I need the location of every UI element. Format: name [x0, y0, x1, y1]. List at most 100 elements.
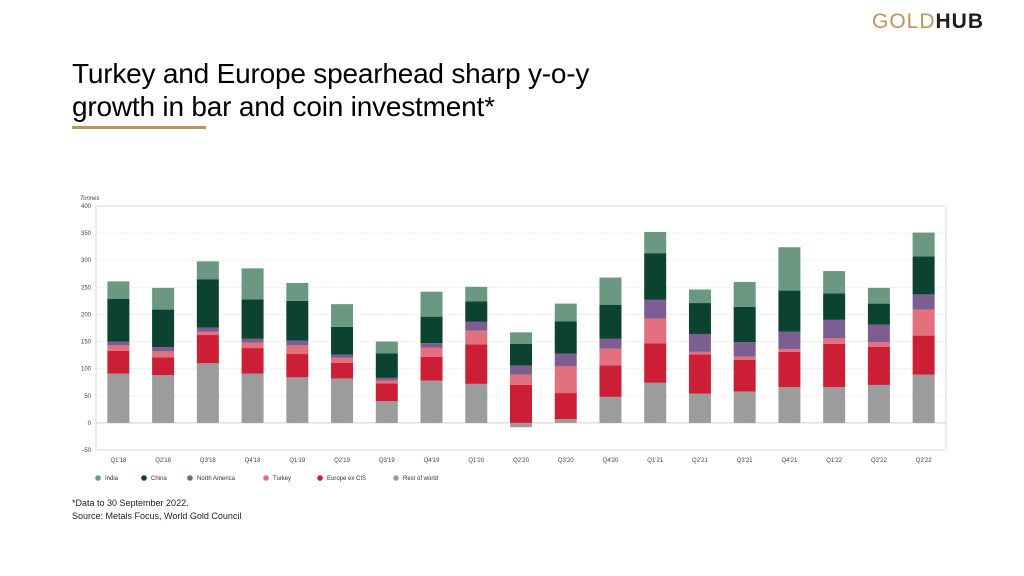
x-tick-label: Q2'20	[513, 458, 529, 464]
legend-marker	[317, 475, 323, 481]
bar-segment-china	[152, 309, 175, 347]
bar-segment-turkey	[196, 331, 219, 336]
bar-segment-rest-of-world	[823, 387, 846, 423]
bar-segment-rest-of-world	[912, 374, 935, 423]
bar-segment-india	[912, 232, 935, 257]
bar-segment-india	[823, 271, 846, 294]
bar-segment-china	[510, 343, 532, 366]
bar-segment-rest-of-world	[554, 419, 577, 423]
bar-segment-china	[286, 300, 309, 341]
bar-segment-north-america	[912, 294, 935, 310]
x-tick-label: Q4'18	[245, 458, 261, 464]
bar-segment-china	[867, 303, 890, 325]
x-tick-label: Q3'18	[200, 458, 216, 464]
x-tick-label: Q2'21	[692, 458, 708, 464]
y-tick-label: 200	[81, 312, 92, 318]
logo-gold-text: GOLD	[871, 10, 936, 33]
y-tick-label: 300	[81, 258, 92, 264]
bar-segment-europe-ex-cis	[823, 343, 846, 388]
x-tick-label: Q2'19	[334, 458, 350, 464]
logo-hub-text: HUB	[935, 10, 984, 33]
bar-segment-china	[778, 290, 801, 332]
bar-segment-north-america	[152, 346, 175, 352]
x-tick-label: Q3'19	[379, 458, 395, 464]
bar-segment-india	[644, 232, 667, 254]
bar-segment-europe-ex-cis	[554, 393, 577, 420]
bar-segment-north-america	[420, 343, 443, 348]
bar-segment-turkey	[912, 309, 935, 336]
bar-segment-china	[465, 301, 488, 322]
bar-segment-turkey	[510, 374, 532, 385]
y-tick-label: 250	[81, 285, 92, 291]
bar-segment-china	[107, 298, 130, 342]
bar-segment-rest-of-world	[733, 391, 756, 423]
bar-segment-north-america	[375, 377, 398, 381]
bar-segment-india	[241, 268, 264, 300]
bar-segment-europe-ex-cis	[196, 335, 219, 364]
bar-segment-rest-of-world	[286, 377, 309, 423]
x-tick-label: Q1'20	[468, 458, 484, 464]
bar-segment-india	[733, 281, 756, 307]
bar-segment-rest-of-world	[510, 422, 532, 428]
x-tick-label: Q4'20	[603, 458, 619, 464]
bar-segment-rest-of-world	[644, 382, 667, 423]
bar-segment-europe-ex-cis	[644, 343, 667, 383]
bar-segment-turkey	[554, 365, 577, 394]
bar-segment-europe-ex-cis	[241, 348, 264, 374]
bar-segment-north-america	[554, 353, 577, 366]
plot-frame	[95, 205, 947, 451]
legend-label: Rest of world	[403, 476, 438, 482]
bar-segment-india	[375, 341, 398, 354]
x-tick-label: Q1'22	[826, 458, 842, 464]
bar-segment-india	[688, 289, 711, 304]
stacked-bar-chart: -50 0 50 100 150 200 250 300 350 400 Tonnes Q1'18 Q2…	[80, 196, 947, 482]
bar-segment-north-america	[107, 341, 130, 346]
bar-segment-north-america	[241, 338, 264, 343]
bar-segment-turkey	[778, 349, 801, 352]
bar-segment-india	[152, 287, 175, 310]
bar-segment-north-america	[196, 327, 219, 332]
legend-marker	[95, 475, 101, 481]
bar-segment-north-america	[867, 324, 890, 343]
bar-segment-india	[331, 304, 354, 327]
bar-segment-rest-of-world	[196, 363, 219, 423]
bar-segment-europe-ex-cis	[107, 350, 130, 374]
bar-segment-china	[823, 293, 846, 320]
x-tick-label: Q2'22	[871, 458, 887, 464]
legend-label: Europe ex CIS	[327, 476, 366, 482]
bar-segment-india	[286, 282, 309, 301]
legend-marker	[141, 475, 147, 481]
x-tick-label: Q1'19	[289, 458, 305, 464]
y-tick-label: 350	[81, 231, 92, 237]
bar-segment-india	[196, 261, 219, 280]
bar-segment-rest-of-world	[867, 384, 890, 423]
bar-segment-europe-ex-cis	[375, 383, 398, 402]
bar-segment-rest-of-world	[778, 387, 801, 423]
footnote: *Data to 30 September 2022. Source: Meta…	[72, 497, 241, 523]
legend-marker	[393, 475, 399, 481]
bar-segment-north-america	[688, 333, 711, 352]
bar-segment-north-america	[510, 365, 532, 375]
y-tick-label: 50	[84, 394, 91, 400]
bar-segment-turkey	[420, 347, 443, 357]
bar-segment-europe-ex-cis	[510, 384, 532, 423]
bar-segment-north-america	[778, 331, 801, 350]
bar-segment-india	[510, 332, 532, 344]
bar-segment-europe-ex-cis	[688, 354, 711, 394]
bar-segment-europe-ex-cis	[733, 359, 756, 392]
bar-segment-turkey	[867, 342, 890, 347]
bar-segment-north-america	[286, 340, 309, 346]
bar-segment-india	[465, 286, 488, 302]
x-tick-label: Q1'21	[647, 458, 663, 464]
legend-label: Turkey	[273, 476, 291, 482]
bar-segment-china	[599, 304, 622, 339]
bar-segment-north-america	[599, 338, 622, 349]
chart-container: -50 0 50 100 150 200 250 300 350 400 Tonnes Q1'18 Q2…	[60, 188, 960, 488]
bar-segment-china	[196, 279, 219, 328]
y-tick-label: -50	[82, 448, 91, 454]
bar-segment-rest-of-world	[375, 401, 398, 423]
bar-segment-rest-of-world	[241, 373, 264, 423]
bar-segment-north-america	[465, 321, 488, 331]
bar-segment-turkey	[644, 318, 667, 344]
bar-segment-rest-of-world	[107, 373, 130, 423]
